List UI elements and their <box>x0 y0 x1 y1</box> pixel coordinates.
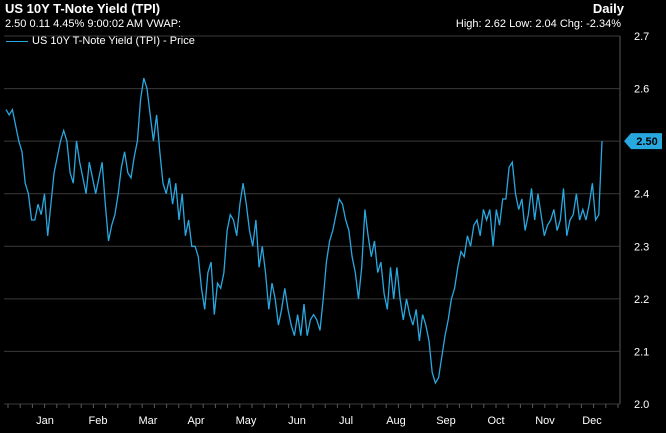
quote-summary: 2.50 0.11 4.45% 9:00:02 AM VWAP: <box>5 18 182 30</box>
price-stats: High: 2.62 Low: 2.04 Chg: -2.34% <box>455 18 621 30</box>
price-series-line <box>5 77 603 385</box>
x-tick-label: Sep <box>436 415 456 427</box>
chart-legend: US 10Y T-Note Yield (TPI) - Price <box>6 35 195 47</box>
last-value-badge: 2.50 <box>624 133 662 150</box>
x-tick-label: Dec <box>582 415 602 427</box>
x-tick-label: Apr <box>187 415 204 427</box>
x-tick-label: Jul <box>339 415 353 427</box>
x-tick-label: Feb <box>89 415 108 427</box>
x-tick-label: May <box>236 415 257 427</box>
x-tick-label: Nov <box>535 415 555 427</box>
x-tick-label: Jan <box>36 415 54 427</box>
y-tick-label: 2.1 <box>634 346 649 358</box>
y-tick-label: 2.3 <box>634 241 649 253</box>
y-tick-label: 2.4 <box>634 189 649 201</box>
chart-title: US 10Y T-Note Yield (TPI) <box>5 1 161 16</box>
y-tick-label: 2.0 <box>634 399 649 411</box>
y-tick-label: 2.6 <box>634 84 649 96</box>
legend-line-swatch <box>6 40 28 42</box>
x-tick-label: Mar <box>139 415 158 427</box>
x-axis: Jan Feb Mar Apr May Jun Jul Aug Sep Oct Nov Dec <box>7 404 619 427</box>
frequency-label[interactable]: Daily <box>592 1 624 16</box>
last-value-label: 2.50 <box>636 136 657 148</box>
y-tick-label: 2.2 <box>634 294 649 306</box>
legend-label: US 10Y T-Note Yield (TPI) - Price <box>32 35 195 47</box>
chart-grid <box>4 35 621 405</box>
last-value-badge-shape <box>624 133 662 150</box>
x-tick-label: Oct <box>487 415 504 427</box>
y-axis: 2.02.12.22.32.42.52.62.7 <box>634 31 649 411</box>
y-tick-label: 2.7 <box>634 31 649 43</box>
x-tick-label: Aug <box>386 415 406 427</box>
x-tick-label: Jun <box>288 415 306 427</box>
